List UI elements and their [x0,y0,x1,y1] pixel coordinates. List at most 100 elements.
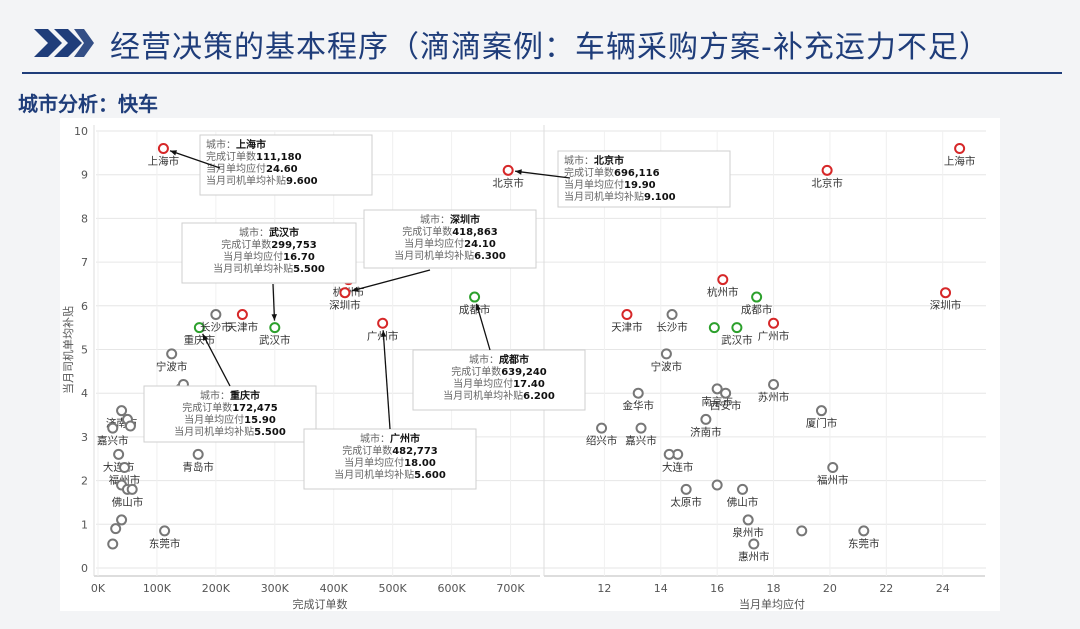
data-point [663,448,675,460]
slide-header: 经营决策的基本程序（滴滴案例：车辆采购方案-补充运力不足） [0,0,1080,80]
x-tick-label: 200K [202,582,231,595]
data-point [711,479,723,491]
data-point [596,422,608,434]
data-point [742,514,754,526]
x-tick-label: 16 [710,582,724,595]
tooltip-line: 当月司机单均补贴9.600 [206,174,318,187]
data-point [157,142,169,154]
x-tick-label: 24 [936,582,950,595]
data-point [632,387,644,399]
y-tick-label: 0 [81,562,88,575]
point-label: 深圳市 [930,299,962,312]
data-point [720,387,732,399]
tooltip-arrowhead [380,330,387,337]
data-point [377,317,389,329]
point-label: 天津市 [227,321,258,334]
y-tick-label: 3 [81,431,88,444]
tooltip-line: 当月单均应付19.90 [564,178,656,191]
x-tick-label: 100K [143,582,172,595]
tooltip-arrow [515,170,571,179]
point-label: 惠州市 [738,550,770,563]
tooltip-line: 城市：广州市 [360,432,420,445]
data-point [210,309,222,321]
tooltip-line: 当月司机单均补贴6.300 [394,249,506,262]
x-tick-label: 12 [597,582,611,595]
point-label: 青岛市 [182,460,214,473]
data-point [768,378,780,390]
title-divider [22,72,1062,74]
data-point [858,525,870,537]
data-point [192,448,204,460]
tooltip-line: 当月司机单均补贴9.100 [564,190,676,203]
data-point [502,164,514,176]
x-tick-label: 600K [437,582,466,595]
point-label: 东莞市 [848,537,880,550]
data-point [116,405,128,417]
y-tick-label: 9 [81,169,88,182]
point-label: 大连市 [662,460,694,473]
data-point [339,287,351,299]
point-label: 嘉兴市 [625,434,657,447]
point-label: 成都市 [741,303,773,316]
tooltip-arrow [475,303,491,351]
tooltip-box [363,209,537,269]
tooltip-arrow [351,269,431,292]
x-tick-label: 20 [823,582,837,595]
point-label: 武汉市 [721,334,753,347]
point-label: 杭州市 [707,286,739,299]
point-label: 长沙市 [656,321,688,334]
point-label: 宁波市 [651,360,683,373]
y-tick-label: 1 [81,518,88,531]
tooltip-arrow [169,150,221,169]
point-label: 广州市 [758,329,790,342]
point-label: 泉州市 [732,526,764,539]
data-point [954,142,966,154]
data-point [236,309,248,321]
tooltip-line: 当月单均应付18.00 [344,456,436,469]
data-point [124,420,136,432]
x-tick-label: 300K [261,582,290,595]
tooltip-arrow [202,333,231,387]
tooltip-box [199,134,373,196]
point-label: 上海市 [148,154,180,167]
chart-panel: 0 1 2 3 4 5 6 7 8 9 10 当月司机单均补贴 0K 100K 200K 300K 400K 50… [60,118,1000,611]
data-point [680,483,692,495]
point-label: 福州市 [817,473,849,486]
x-tick-label: 18 [767,582,781,595]
data-point [107,422,119,434]
x-tick-label: 0K [91,582,106,595]
tooltip-line: 完成订单数696,116 [564,166,660,179]
point-label: 东莞市 [149,537,181,550]
tooltip-arrowhead [202,333,209,341]
point-label: 金华市 [622,399,654,412]
point-label: 北京市 [492,176,524,189]
y-tick-label: 4 [81,387,88,400]
point-label: 北京市 [811,176,843,189]
tooltip-line: 当月司机单均补贴5.500 [174,425,286,438]
tooltip-line: 城市：武汉市 [239,226,299,239]
y-tick-label: 6 [81,300,88,313]
y-tick-label: 2 [81,475,88,488]
data-point [666,309,678,321]
data-point [621,309,633,321]
data-point [110,523,122,535]
data-point [821,164,833,176]
tooltip-line: 完成订单数299,753 [221,238,317,251]
point-label: 天津市 [611,321,643,334]
data-point [469,291,481,303]
point-label: 成都市 [459,303,491,316]
point-label: 重庆市 [184,334,216,347]
tooltip-line: 当月司机单均补贴5.500 [213,262,325,275]
tooltip-line: 城市：成都市 [469,353,529,366]
tooltip-line: 当月单均应付24.60 [206,162,298,175]
data-point [711,383,723,395]
tooltip-box [303,428,477,490]
y-tick-label: 10 [74,125,88,138]
data-point [737,483,749,495]
data-point [796,525,808,537]
data-point [116,514,128,526]
tooltip-arrowhead [515,169,522,175]
tooltip-arrowhead [475,303,481,311]
tooltip-line: 当月单均应付15.90 [184,413,276,426]
